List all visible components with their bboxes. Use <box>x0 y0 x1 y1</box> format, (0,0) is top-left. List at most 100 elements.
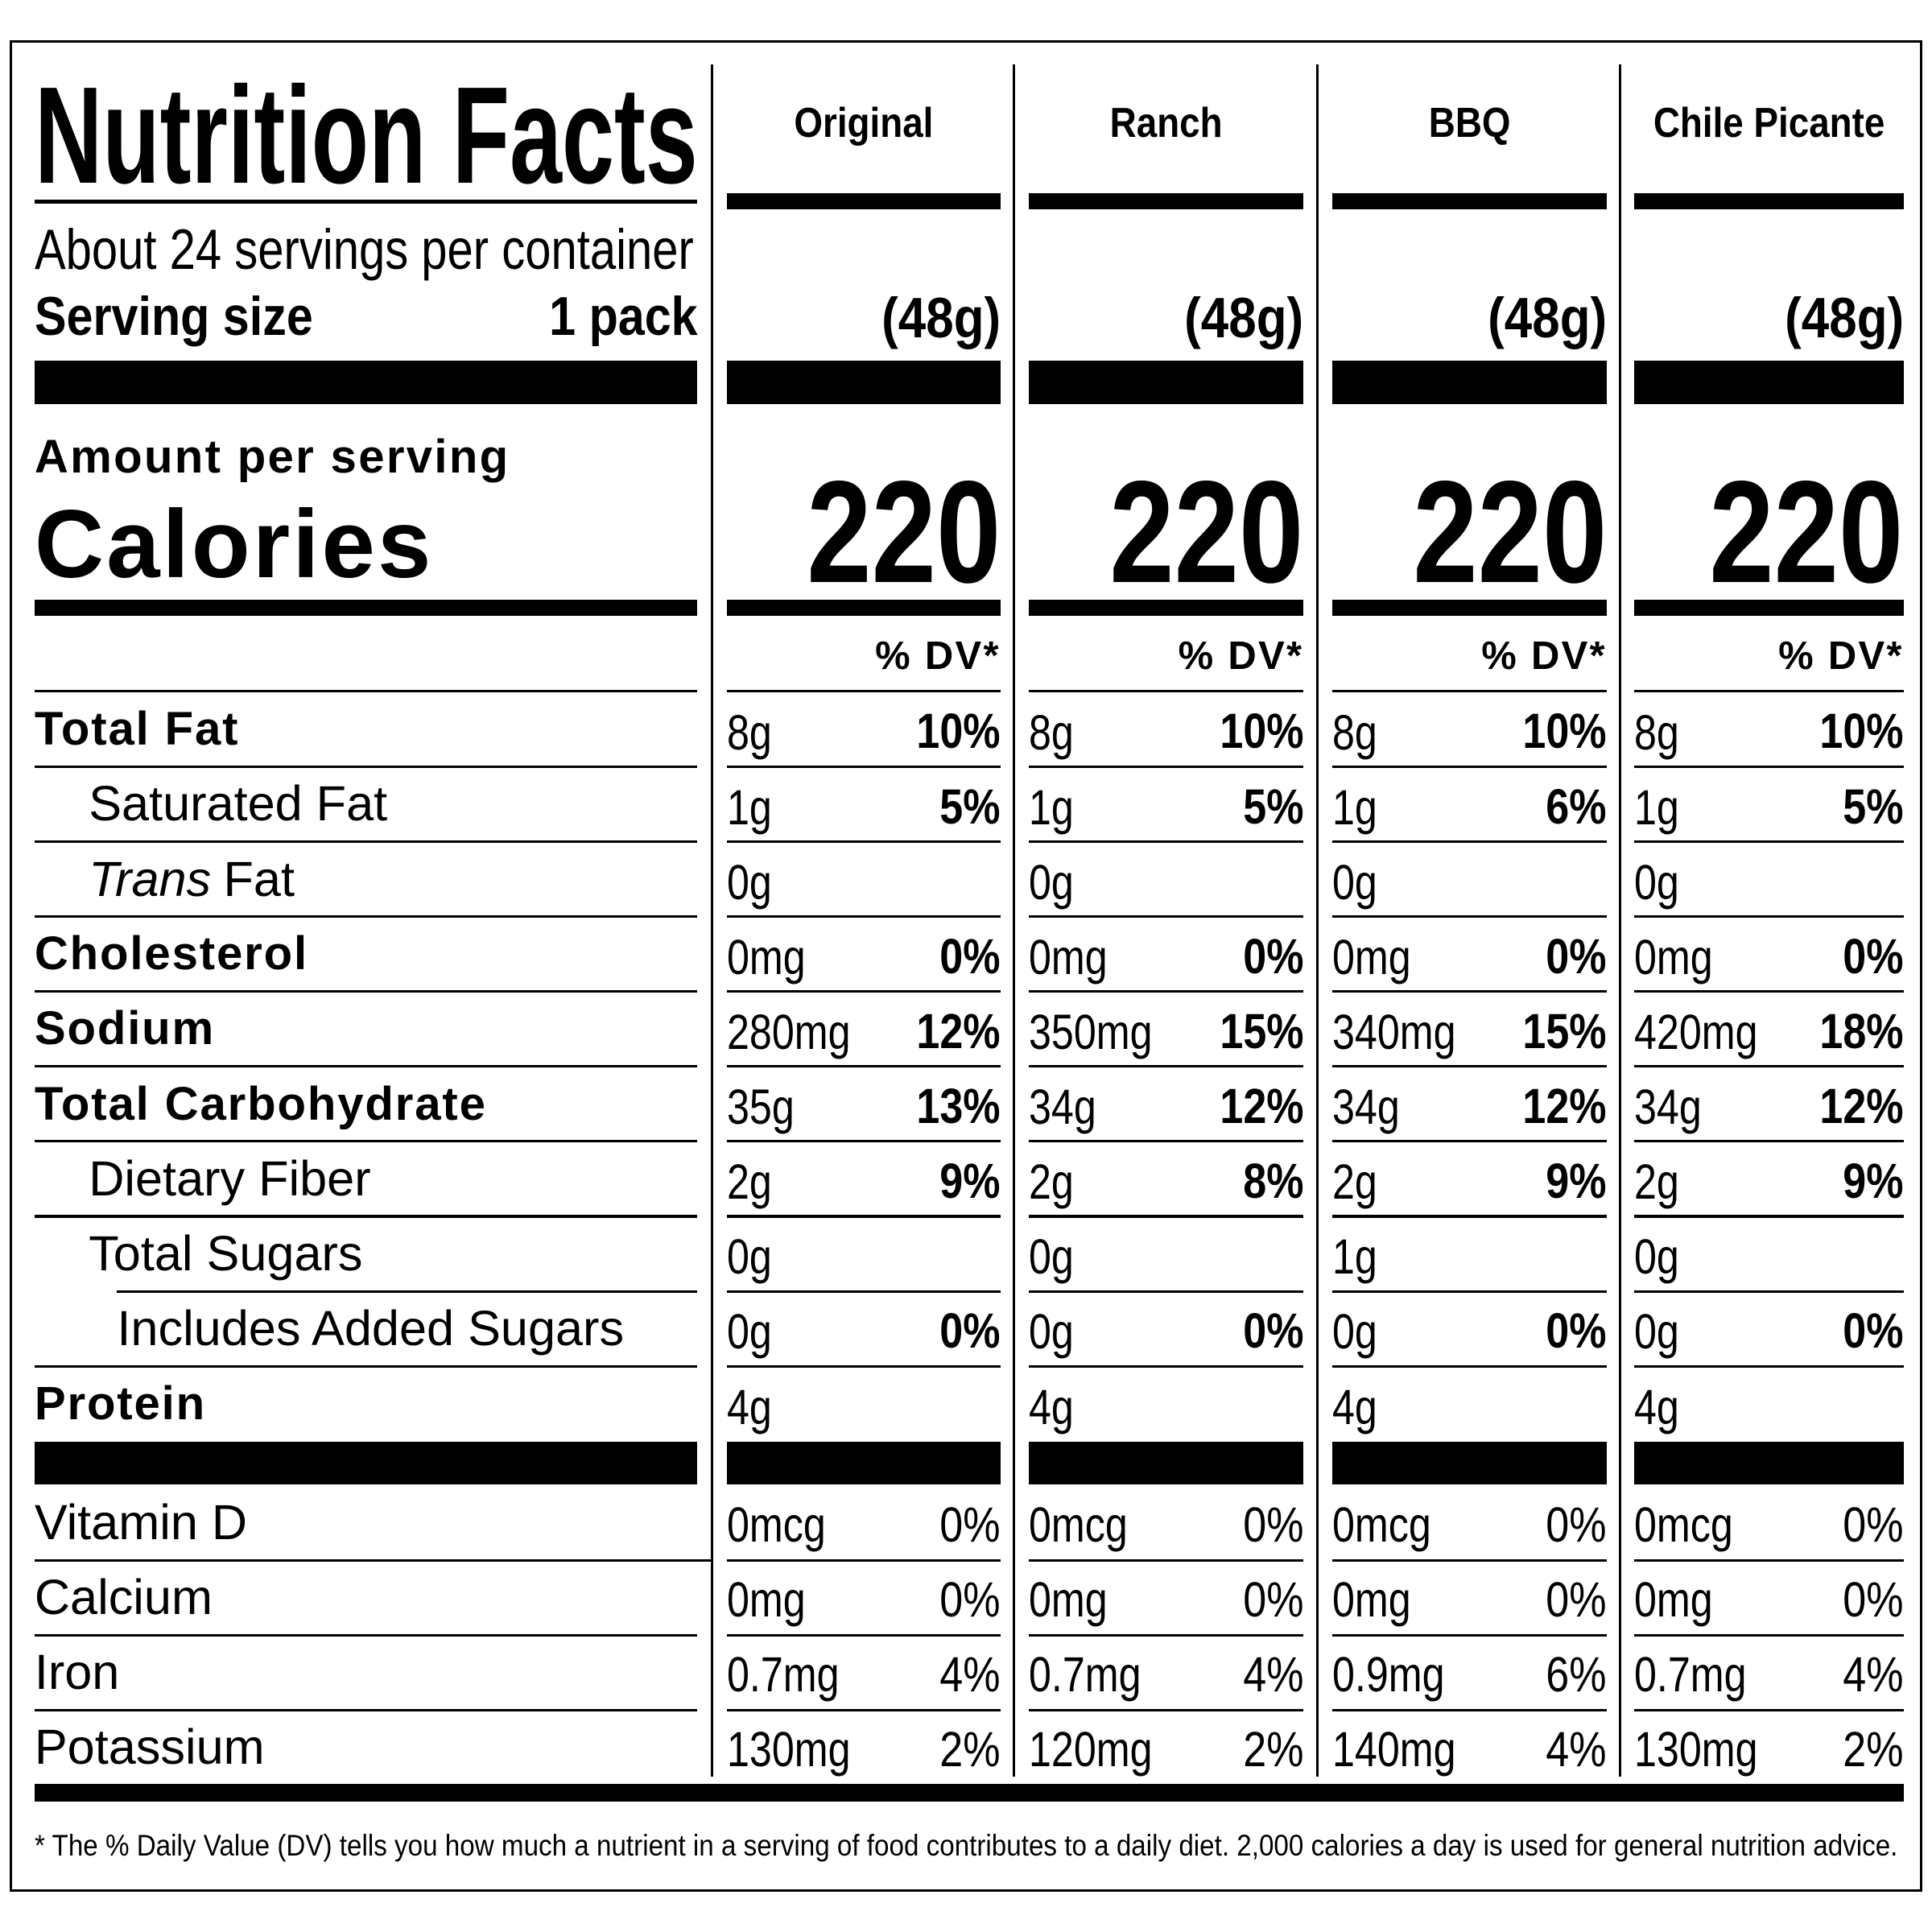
rule <box>1633 990 1904 993</box>
rule <box>1331 1215 1607 1218</box>
nutrient-amount: 0g <box>1029 855 1074 910</box>
column-serving: (48g) <box>1184 285 1304 349</box>
thick-bar <box>1633 1441 1904 1485</box>
rule <box>1331 690 1607 693</box>
vitamin-amount: 0mcg <box>1633 1497 1733 1553</box>
vitamin-amount: 120mg <box>1029 1721 1153 1777</box>
nutrient-amount: 0g <box>727 1304 772 1360</box>
vitamin-dv: 2% <box>1243 1721 1304 1777</box>
dv-header: % DV* <box>875 634 1001 679</box>
medium-bar <box>727 600 1001 617</box>
vitamin-amount: 0mcg <box>727 1497 826 1553</box>
rule <box>34 1708 698 1711</box>
thick-bar <box>34 1441 698 1485</box>
rule <box>34 199 698 204</box>
nutrient-amount: 34g <box>1633 1080 1702 1135</box>
nutrient-label: Includes Added Sugars <box>117 1300 625 1356</box>
nutrient-dv: 9% <box>1546 1153 1607 1208</box>
label-border <box>10 40 1922 1892</box>
nutrient-amount: 0g <box>1331 1304 1377 1360</box>
thick-bar <box>727 1441 1001 1485</box>
vitamin-label: Calcium <box>34 1570 213 1624</box>
rule <box>1029 1364 1304 1368</box>
rule <box>1029 1140 1304 1143</box>
nutrient-amount: 0g <box>1633 1304 1679 1360</box>
nutrient-dv: 18% <box>1819 1003 1904 1059</box>
nutrient-amount: 35g <box>727 1080 795 1135</box>
rule <box>1029 1633 1304 1637</box>
nutrient-amount: 4g <box>1633 1379 1679 1435</box>
vitamin-dv: 0% <box>1243 1497 1304 1553</box>
nutrient-amount: 4g <box>727 1379 772 1435</box>
rule <box>1331 840 1607 844</box>
nutrient-amount: 8g <box>1331 704 1377 760</box>
column-serving: (48g) <box>1487 285 1607 349</box>
nutrient-label: Fat <box>223 851 295 906</box>
nutrient-dv: 8% <box>1243 1153 1304 1208</box>
nutrient-dv: 0% <box>1843 928 1904 984</box>
medium-bar <box>1633 600 1904 617</box>
vitamin-amount: 0.7mg <box>1633 1646 1747 1702</box>
rule <box>1633 766 1904 769</box>
nutrient-amount: 420mg <box>1633 1005 1758 1060</box>
nutrient-amount: 350mg <box>1029 1005 1153 1060</box>
rule <box>727 1558 1001 1562</box>
nutrient-dv: 13% <box>916 1078 1001 1133</box>
nutrient-amount: 34g <box>1029 1080 1096 1135</box>
rule <box>34 1364 698 1368</box>
nutrient-dv: 5% <box>1843 778 1904 834</box>
medium-bar <box>1029 600 1304 617</box>
nutrient-label: Total Carbohydrate <box>34 1077 487 1130</box>
rule <box>1633 1708 1904 1711</box>
nutrient-dv: 0% <box>939 1302 1001 1358</box>
nutrient-dv: 10% <box>1220 704 1304 759</box>
vitamin-dv: 0% <box>1546 1497 1607 1553</box>
nutrient-label: Total Fat <box>34 703 240 756</box>
vitamin-label: Iron <box>34 1644 120 1699</box>
nutrient-amount: 2g <box>1633 1154 1679 1210</box>
vitamin-dv: 0% <box>939 1572 1001 1628</box>
rule <box>1633 1558 1904 1562</box>
rule <box>1633 1065 1904 1068</box>
rule <box>1633 840 1904 844</box>
rule <box>1633 690 1904 693</box>
nutrient-amount: 8g <box>1633 704 1679 760</box>
vitamin-label: Potassium <box>34 1719 265 1774</box>
rule <box>1029 193 1304 210</box>
nutrient-label: Protein <box>34 1377 207 1430</box>
nutrient-dv: 5% <box>939 778 1001 834</box>
rule <box>727 690 1001 693</box>
rule <box>1633 193 1904 210</box>
nutrient-dv: 12% <box>1522 1078 1607 1133</box>
nutrient-amount: 0mg <box>727 930 806 985</box>
column-name: Original <box>794 99 934 147</box>
nutrient-dv: 9% <box>1843 1153 1904 1208</box>
rule <box>1029 1290 1304 1293</box>
nutrient-amount: 0g <box>1633 1229 1679 1285</box>
rule <box>1029 1065 1304 1068</box>
rule <box>1331 1558 1607 1562</box>
thick-bar <box>1029 1441 1304 1485</box>
column-serving: (48g) <box>881 285 1001 349</box>
vitamin-amount: 0mcg <box>1029 1497 1128 1553</box>
rule <box>1633 915 1904 919</box>
vitamin-amount: 0mg <box>1331 1572 1411 1628</box>
rule <box>1633 1633 1904 1637</box>
rule <box>1029 1708 1304 1711</box>
rule <box>1029 766 1304 769</box>
nutrient-dv: 0% <box>1243 1302 1304 1358</box>
vitamin-dv: 0% <box>1843 1497 1904 1553</box>
calories-value: 220 <box>1709 450 1904 613</box>
vitamin-dv: 4% <box>1243 1646 1304 1702</box>
nutrient-amount: 280mg <box>727 1005 851 1060</box>
vitamin-dv: 4% <box>1843 1646 1904 1702</box>
vitamin-amount: 140mg <box>1331 1721 1456 1777</box>
rule <box>727 1140 1001 1143</box>
nutrient-amount: 1g <box>1331 1229 1377 1285</box>
nutrient-amount: 8g <box>727 704 772 760</box>
rule <box>34 840 698 844</box>
vitamin-amount: 0.7mg <box>727 1646 840 1702</box>
rule <box>1331 1708 1607 1711</box>
calories-value: 220 <box>1412 450 1607 613</box>
